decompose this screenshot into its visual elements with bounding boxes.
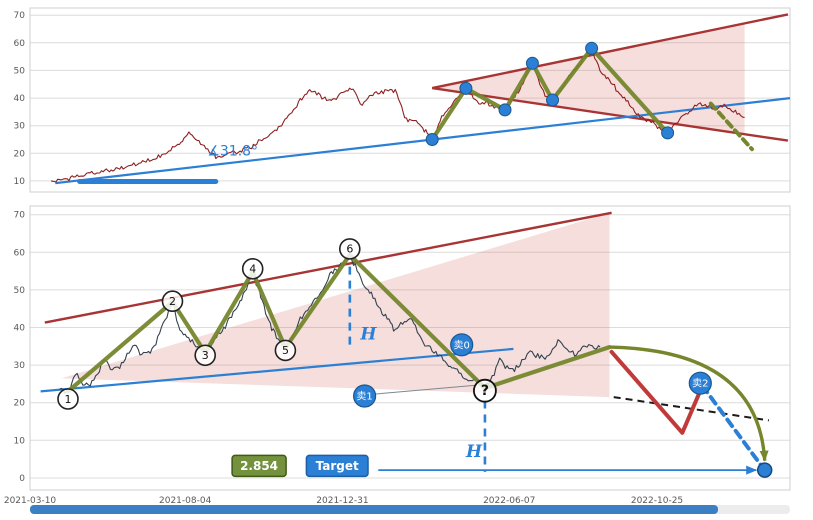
x-tick-label: 2022-10-25 — [631, 496, 683, 506]
horizontal-scrollbar — [30, 505, 790, 514]
y-tick-label: 60 — [14, 39, 26, 49]
y-tick-label: 10 — [14, 436, 26, 446]
pivot-dot — [585, 41, 599, 55]
wedge-upper-line — [44, 211, 612, 324]
wave-number-label: 2 — [169, 295, 176, 308]
wave-number-label: 5 — [282, 344, 289, 357]
panel-bottom: 0 10 20 30 40 50 60 70 2021-03-10 2021-08-04 2021-… — [4, 205, 791, 506]
sell-marker-label: 卖0 — [454, 339, 470, 351]
y-tick-label: 40 — [14, 94, 26, 104]
wave-number-circle — [274, 339, 297, 362]
y-tick-label: 60 — [14, 248, 26, 258]
pivot-dot — [425, 133, 439, 146]
y-tick-label: 20 — [14, 149, 26, 159]
y-tick-label: 10 — [14, 177, 26, 187]
y-tick-label: 0 — [19, 474, 25, 484]
wave-number-circle — [161, 290, 184, 313]
pivot-dot — [546, 93, 559, 107]
wedge-fill — [432, 23, 745, 135]
scrollbar-thumb[interactable] — [30, 505, 718, 514]
h-measure-label: H — [359, 325, 377, 345]
wedge-lower-line — [432, 86, 789, 142]
wave-number-circle — [194, 344, 216, 367]
sell-marker-circle — [450, 333, 474, 357]
fib-extension-box-label: 2.854 — [240, 459, 278, 473]
wave-number-circle — [338, 238, 361, 260]
target-label-box-label: Target — [316, 459, 359, 473]
y-tick-label: 70 — [14, 211, 26, 221]
y-tick-label: 30 — [14, 122, 26, 132]
zigzag-projection-dashed — [708, 101, 754, 152]
wedge-upper-line — [431, 13, 789, 90]
x-tick-label: 2021-03-10 — [4, 496, 57, 506]
question-label: ? — [481, 383, 489, 399]
h-measure-label: H — [465, 442, 483, 462]
projection-blue-dashed — [700, 383, 764, 468]
sell-marker-circle — [353, 384, 377, 408]
y-tick-label: 50 — [14, 286, 26, 296]
x-tick-label: 2021-08-04 — [159, 496, 212, 506]
y-tick-label: 40 — [14, 323, 26, 333]
y-tick-label: 70 — [14, 11, 26, 21]
plot-border — [29, 205, 791, 491]
projection-red-path — [609, 349, 705, 435]
angle-annotation: ∡31.8° — [207, 144, 258, 160]
target-dot — [756, 462, 773, 478]
wave-number-circle — [57, 388, 79, 410]
support-trendline — [40, 347, 514, 393]
wave-number-label: 6 — [346, 243, 353, 256]
wave-number-label: 3 — [202, 349, 209, 362]
target-label-box — [305, 454, 369, 478]
plot-border — [29, 7, 791, 193]
y-tick-label: 20 — [14, 399, 26, 409]
wave-number-circle — [241, 257, 264, 280]
price-series-price — [50, 50, 745, 183]
sell-marker-label: 卖1 — [356, 390, 372, 402]
wave-number-label: 4 — [249, 263, 256, 276]
x-tick-label: 2021-12-31 — [316, 496, 368, 506]
projection-curve-arrow — [609, 345, 769, 462]
wedge-fill — [61, 212, 610, 398]
question-circle — [472, 378, 497, 403]
panel-top: 10 20 30 40 50 60 70 ∡31.8° — [14, 7, 791, 193]
price-series-price — [59, 254, 601, 394]
pivot-dot — [459, 81, 473, 95]
sell-marker-label: 卖2 — [692, 378, 708, 390]
support-trendline — [55, 97, 791, 185]
pivot-dot — [525, 56, 539, 70]
y-tick-label: 50 — [14, 66, 26, 76]
pivot-dot — [498, 103, 512, 117]
sell-marker-circle — [688, 371, 712, 395]
x-tick-label: 2022-06-07 — [483, 496, 535, 506]
fib-extension-box — [231, 454, 287, 478]
y-tick-label: 30 — [14, 361, 26, 371]
pivot-dot — [661, 126, 675, 140]
wave-number-label: 1 — [65, 393, 72, 406]
sell-pointer-line — [375, 384, 475, 395]
